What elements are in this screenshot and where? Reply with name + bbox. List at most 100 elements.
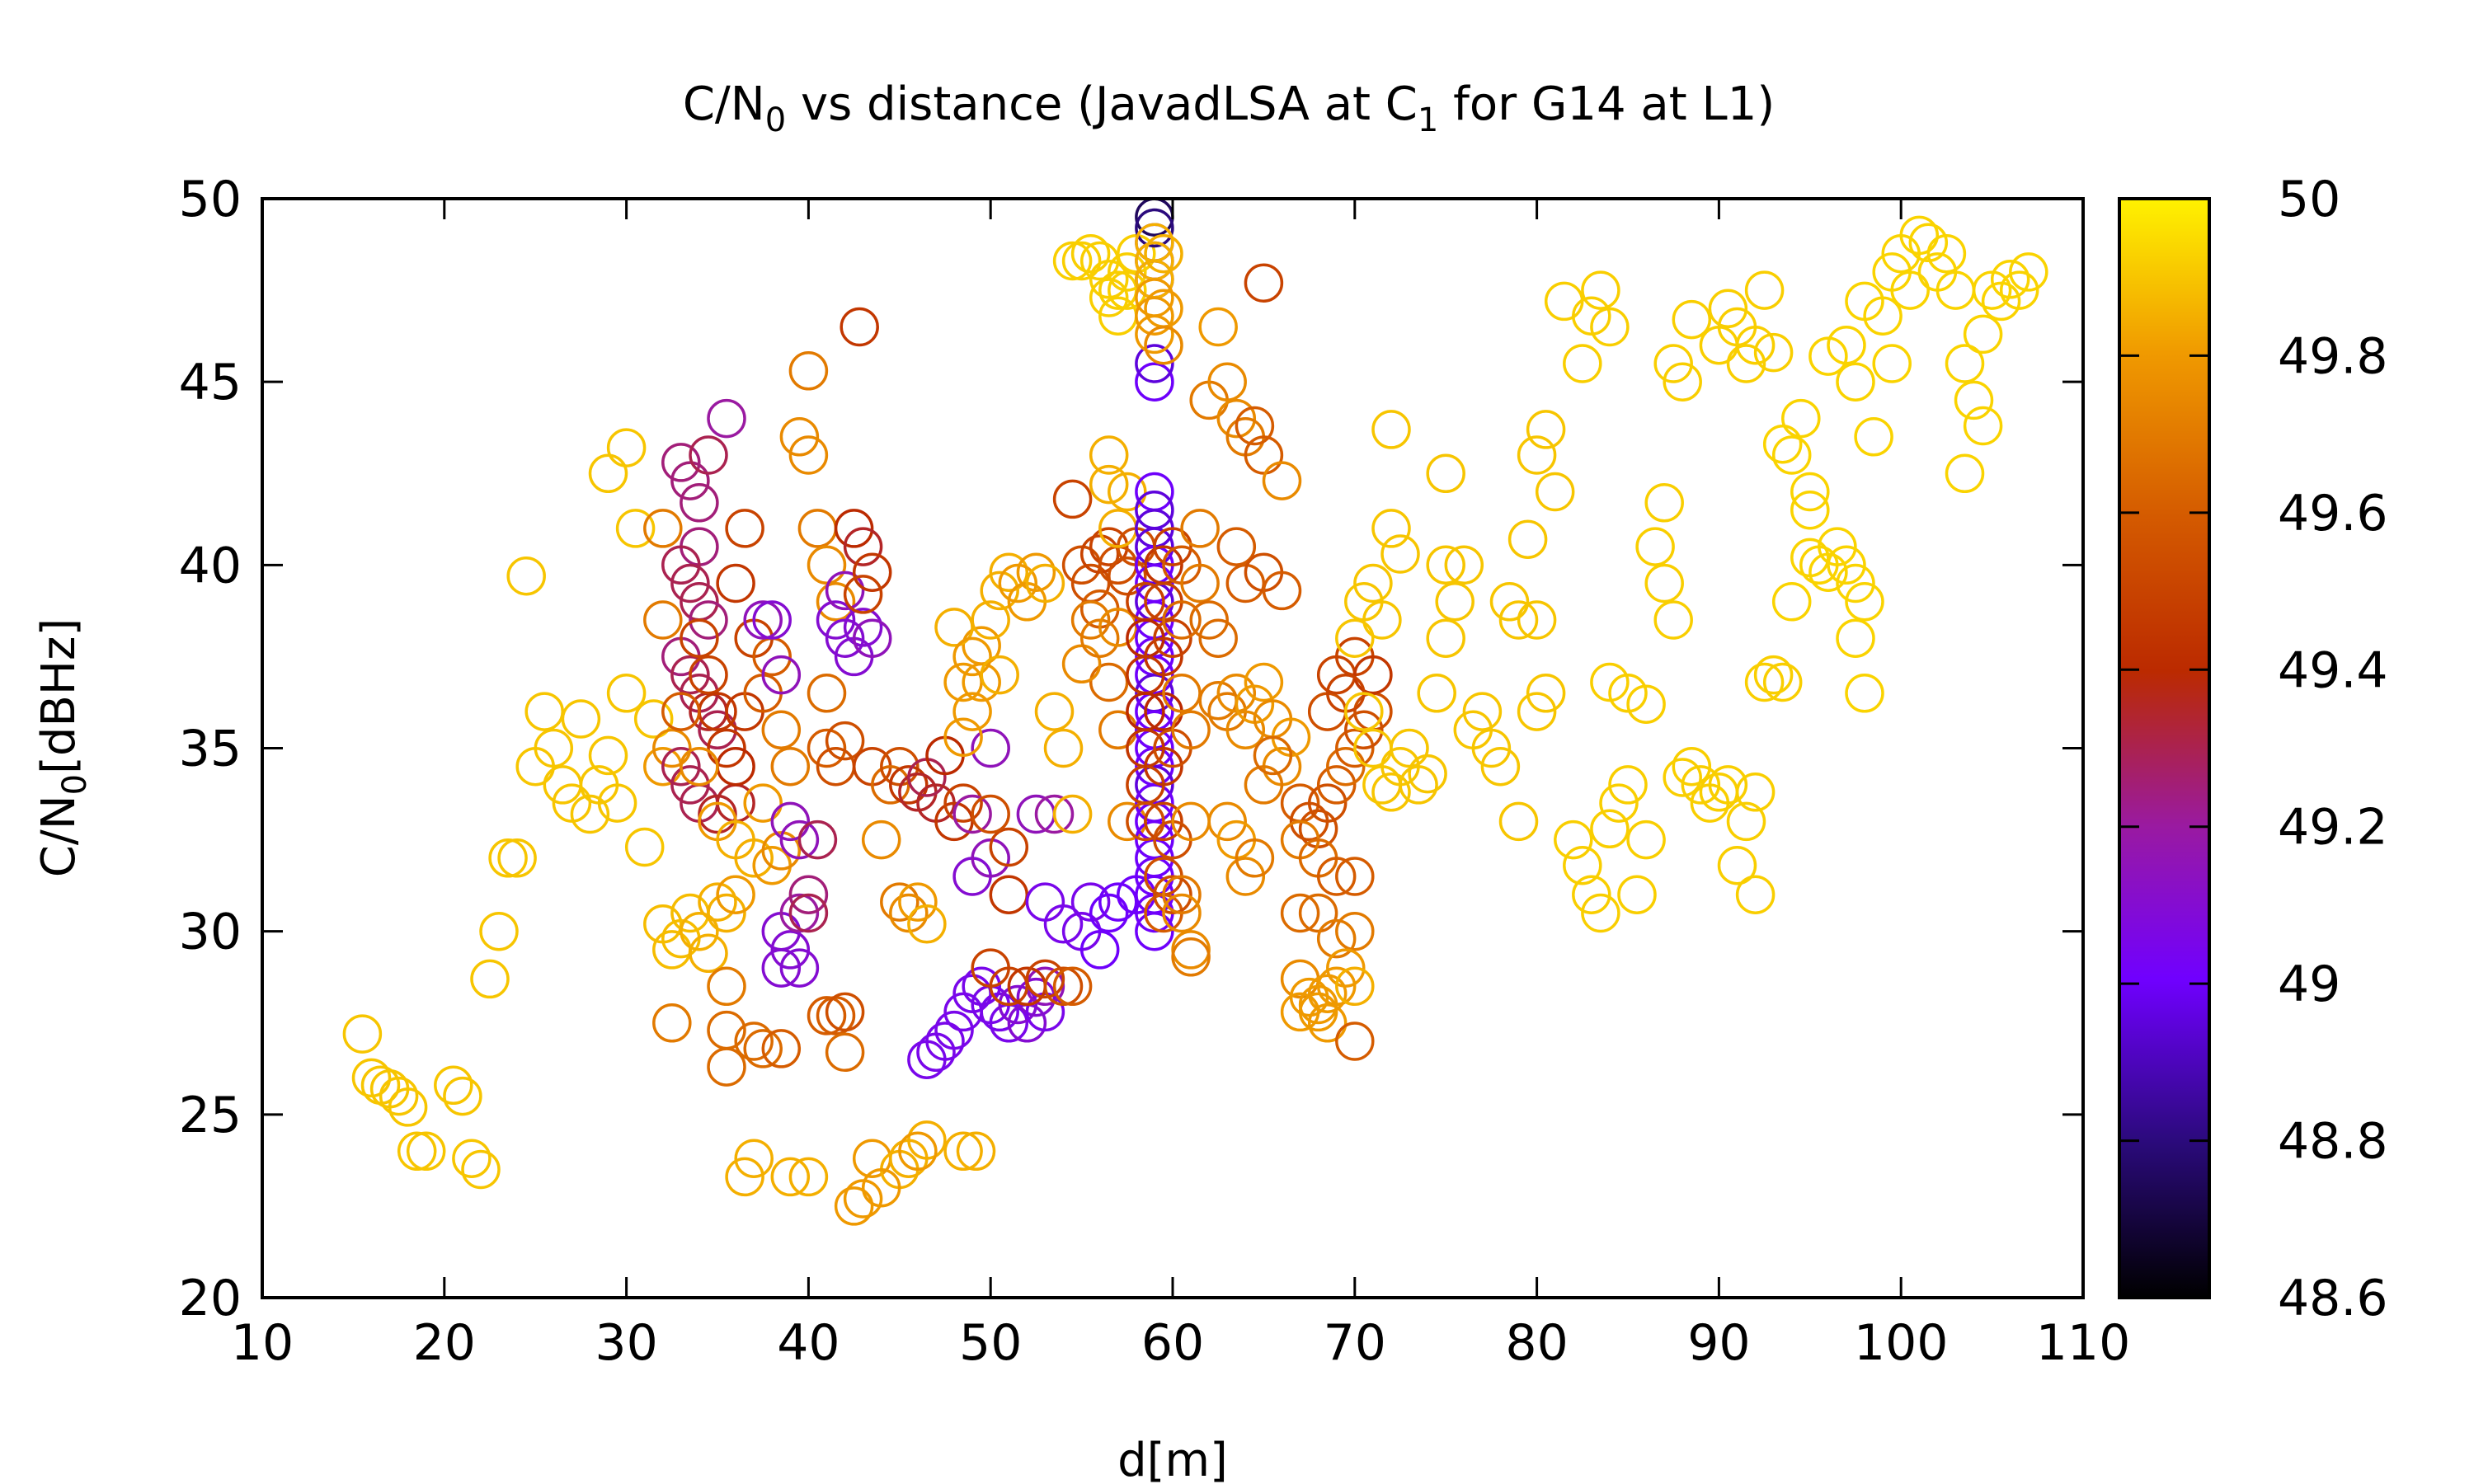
y-tick-label: 35 bbox=[179, 721, 242, 778]
data-point bbox=[470, 959, 510, 999]
data-point bbox=[770, 746, 811, 787]
data-point bbox=[1554, 819, 1593, 860]
data-point bbox=[1098, 882, 1138, 922]
data-point bbox=[1717, 845, 1757, 885]
data-point bbox=[1990, 260, 2030, 299]
data-point bbox=[1753, 332, 1794, 373]
data-point bbox=[1144, 801, 1183, 842]
data-point bbox=[624, 827, 665, 867]
data-point bbox=[843, 527, 883, 566]
colorbar-tick-label: 48.8 bbox=[2278, 1113, 2388, 1171]
data-point bbox=[707, 966, 746, 1007]
data-point bbox=[1926, 233, 1967, 274]
data-point bbox=[1316, 918, 1357, 959]
data-point bbox=[934, 1010, 974, 1050]
data-point bbox=[1827, 545, 1866, 585]
data-point bbox=[698, 710, 737, 750]
data-point bbox=[689, 655, 728, 695]
data-point bbox=[606, 428, 647, 467]
data-point bbox=[1098, 608, 1138, 647]
data-point bbox=[952, 636, 992, 677]
data-point bbox=[1135, 344, 1174, 383]
data-point bbox=[880, 882, 920, 922]
data-point bbox=[1753, 655, 1794, 695]
data-point bbox=[661, 443, 701, 482]
data-point bbox=[1061, 241, 1102, 281]
data-point bbox=[1253, 735, 1293, 776]
data-point bbox=[1581, 893, 1620, 933]
data-point bbox=[1025, 992, 1065, 1032]
data-point bbox=[488, 838, 528, 878]
data-point bbox=[952, 692, 992, 731]
data-point bbox=[807, 545, 847, 585]
data-point bbox=[1653, 600, 1693, 640]
data-point bbox=[1945, 453, 1985, 494]
data-point bbox=[1198, 618, 1238, 658]
data-point bbox=[1681, 765, 1721, 805]
data-point bbox=[1981, 281, 2021, 322]
data-point bbox=[1771, 435, 1812, 475]
data-point bbox=[1572, 296, 1611, 336]
data-point bbox=[1954, 380, 1994, 420]
data-point bbox=[1945, 344, 1985, 383]
data-point bbox=[1872, 344, 1912, 383]
data-point bbox=[1335, 911, 1375, 951]
data-point bbox=[1972, 270, 2012, 310]
colorbar-axis: 48.6 48.8 49 49.2 49.4 49.6 49.8 50 bbox=[2119, 171, 2388, 1327]
data-point bbox=[351, 1058, 392, 1098]
data-point bbox=[761, 831, 802, 871]
data-point bbox=[1070, 233, 1111, 274]
data-point bbox=[1863, 296, 1903, 336]
data-point bbox=[971, 794, 1010, 834]
data-point bbox=[1235, 838, 1275, 878]
data-point bbox=[1426, 453, 1465, 494]
data-point bbox=[1235, 406, 1275, 446]
data-point bbox=[1225, 710, 1266, 750]
data-point bbox=[1517, 600, 1557, 640]
data-point bbox=[1708, 289, 1748, 329]
x-tick-label: 40 bbox=[777, 1314, 840, 1372]
data-point bbox=[1426, 618, 1465, 658]
data-point bbox=[652, 728, 692, 768]
data-point bbox=[689, 600, 728, 640]
data-point bbox=[1089, 662, 1129, 702]
data-point bbox=[1162, 875, 1202, 914]
data-point bbox=[1098, 270, 1138, 310]
data-point bbox=[615, 509, 656, 548]
data-point bbox=[1581, 270, 1620, 310]
data-point bbox=[1735, 875, 1776, 914]
colorbar-tick-label: 49.6 bbox=[2278, 485, 2388, 542]
data-point bbox=[907, 904, 947, 944]
data-point bbox=[998, 563, 1038, 603]
data-point bbox=[934, 608, 974, 647]
data-point bbox=[497, 838, 537, 878]
data-point bbox=[734, 1021, 774, 1061]
data-point bbox=[1307, 1003, 1348, 1043]
data-point bbox=[956, 1131, 996, 1172]
data-point bbox=[1144, 233, 1183, 274]
data-point bbox=[689, 435, 728, 475]
data-point bbox=[1262, 571, 1302, 611]
data-point bbox=[1326, 948, 1366, 988]
data-point bbox=[1371, 773, 1411, 812]
data-point bbox=[1307, 783, 1348, 823]
data-point bbox=[1316, 765, 1357, 805]
colorbar-tick-label: 49 bbox=[2278, 956, 2340, 1013]
x-tick-label: 10 bbox=[231, 1314, 294, 1372]
data-point bbox=[1672, 299, 1712, 340]
data-point bbox=[670, 461, 710, 500]
data-point bbox=[943, 783, 983, 823]
data-point bbox=[1845, 582, 1884, 622]
data-point bbox=[1963, 314, 2003, 355]
data-point bbox=[680, 746, 719, 787]
data-point bbox=[1135, 314, 1174, 355]
data-point bbox=[734, 1139, 774, 1178]
data-point bbox=[1135, 362, 1174, 402]
data-point bbox=[606, 674, 647, 713]
data-point bbox=[1025, 882, 1065, 922]
data-point bbox=[1827, 325, 1866, 365]
data-point bbox=[1025, 959, 1065, 999]
data-point bbox=[816, 600, 856, 640]
data-point bbox=[588, 453, 628, 494]
data-point bbox=[1626, 819, 1666, 860]
